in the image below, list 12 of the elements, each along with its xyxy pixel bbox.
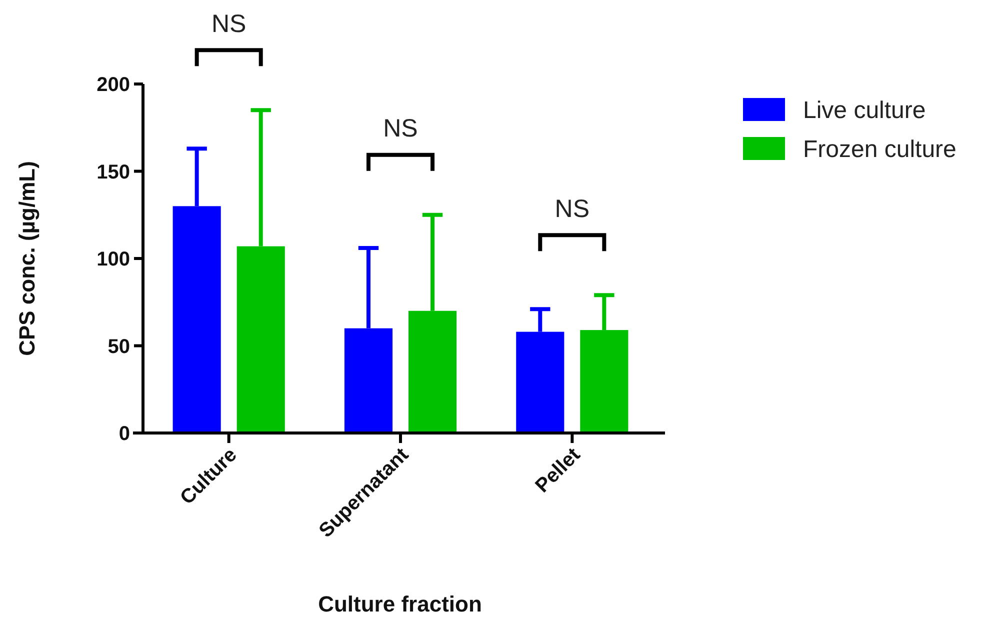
legend-label: Frozen culture (803, 136, 956, 163)
y-axis-title: CPS conc. (µg/mL) (14, 161, 40, 356)
y-tick-label: 100 (96, 248, 130, 270)
x-axis-title: Culture fraction (318, 592, 482, 617)
y-tick-label: 50 (108, 336, 130, 358)
annotation: NS (383, 114, 418, 143)
text: NS (211, 10, 246, 38)
y-tick-label: 200 (96, 74, 130, 96)
y-tick-label: 0 (118, 423, 130, 445)
y-tick-label: 150 (96, 161, 130, 184)
legend-label: Live culture (803, 96, 926, 124)
annotation: NS (554, 194, 590, 223)
